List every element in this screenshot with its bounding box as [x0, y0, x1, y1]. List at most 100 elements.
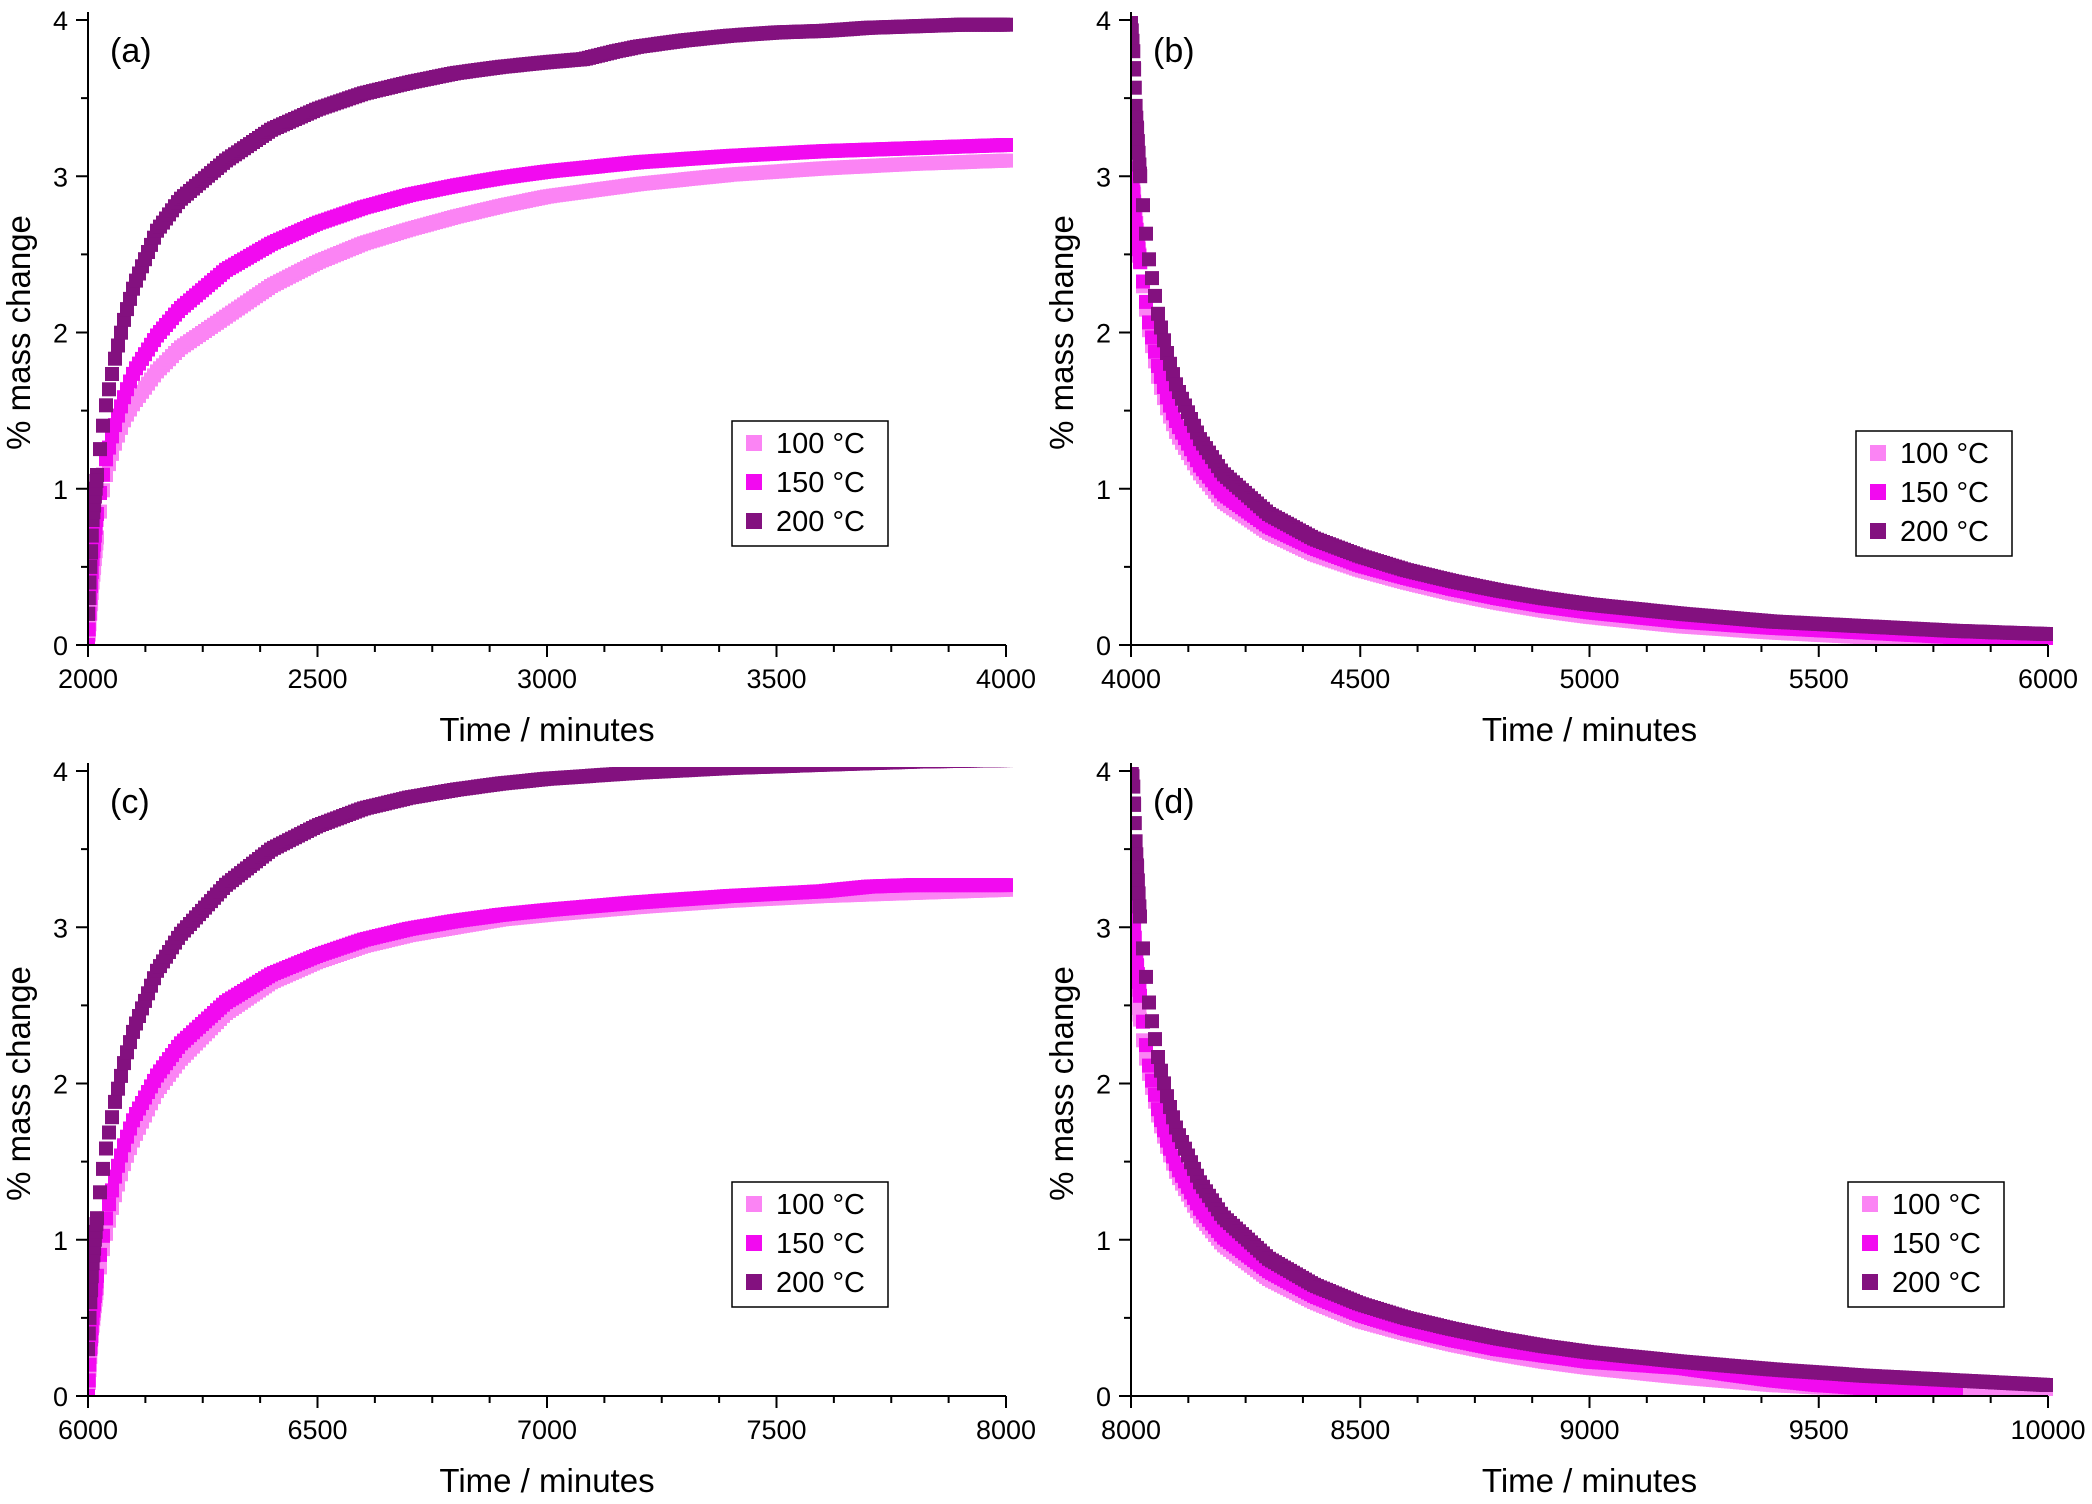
- legend-label: 150 °C: [776, 467, 865, 499]
- legend-swatch: [746, 1235, 762, 1251]
- y-tick-label: 4: [53, 757, 68, 787]
- panel-label: (c): [110, 783, 150, 821]
- data-point: [1131, 769, 1140, 784]
- series-200-c: [88, 17, 1013, 621]
- y-axis-title: % mass change: [1043, 966, 1080, 1201]
- data-point: [108, 351, 122, 366]
- data-point: [975, 767, 989, 768]
- data-point: [108, 1169, 122, 1184]
- y-tick-label: 3: [1096, 913, 1111, 943]
- y-tick-label: 2: [53, 319, 68, 349]
- data-point: [999, 767, 1013, 768]
- data-point: [1131, 134, 1145, 149]
- y-tick-label: 3: [53, 162, 68, 192]
- data-point: [1154, 1063, 1168, 1078]
- data-point: [88, 1282, 99, 1297]
- data-point: [951, 767, 965, 768]
- data-point: [903, 767, 917, 769]
- data-point: [909, 767, 923, 769]
- data-point: [1148, 344, 1162, 359]
- data-point: [1139, 226, 1153, 241]
- data-point: [1160, 346, 1174, 360]
- legend-swatch: [746, 513, 762, 529]
- data-point: [99, 398, 113, 413]
- data-point: [960, 767, 974, 768]
- legend-swatch: [746, 1274, 762, 1290]
- panel-label: (b): [1153, 32, 1195, 70]
- y-tick-label: 4: [1096, 6, 1111, 36]
- data-point: [88, 1326, 96, 1341]
- data-point: [111, 1081, 125, 1096]
- legend-label: 200 °C: [776, 506, 865, 538]
- data-point: [105, 1183, 119, 1198]
- x-tick-label: 4500: [1330, 664, 1390, 694]
- data-point: [930, 767, 944, 769]
- legend-label: 100 °C: [776, 428, 865, 460]
- legend: 100 °C 150 °C 200 °C: [1847, 1181, 2005, 1308]
- data-point: [999, 138, 1013, 152]
- data-point: [957, 767, 971, 768]
- y-tick-label: 1: [1096, 475, 1111, 505]
- y-tick-label: 4: [1096, 757, 1111, 787]
- data-point: [966, 767, 980, 768]
- data-point: [88, 1373, 96, 1388]
- data-point: [999, 17, 1013, 32]
- x-axis-title: Time / minutes: [439, 711, 654, 748]
- data-point: [1124, 748, 1138, 762]
- legend-label: 100 °C: [776, 1189, 865, 1221]
- data-point: [912, 767, 926, 769]
- y-tick-label: 1: [53, 475, 68, 505]
- x-tick-label: 9000: [1559, 1415, 1619, 1445]
- data-point: [1131, 779, 1141, 794]
- x-tick-label: 4000: [976, 664, 1036, 694]
- data-point: [93, 442, 107, 457]
- x-tick-label: 10000: [2010, 1415, 2085, 1445]
- x-tick-label: 3000: [517, 664, 577, 694]
- data-point: [88, 575, 97, 590]
- data-point: [936, 767, 950, 769]
- y-axis-title: % mass change: [1043, 215, 1080, 450]
- data-point: [88, 1389, 95, 1396]
- data-point: [1154, 320, 1168, 335]
- data-point: [906, 767, 920, 769]
- legend-swatch: [746, 1196, 762, 1212]
- data-point: [1136, 941, 1150, 956]
- data-point: [93, 1185, 107, 1200]
- data-point: [96, 418, 110, 433]
- y-tick-label: 0: [1096, 631, 1111, 661]
- data-point: [1131, 930, 1142, 945]
- legend-label: 150 °C: [1900, 477, 1989, 509]
- data-point: [1157, 333, 1171, 348]
- x-tick-label: 8500: [1330, 1415, 1390, 1445]
- y-tick-label: 2: [53, 1070, 68, 1100]
- y-tick-label: 1: [53, 1226, 68, 1256]
- x-tick-label: 8000: [976, 1415, 1036, 1445]
- x-tick-label: 4000: [1101, 664, 1161, 694]
- data-point: [88, 1256, 100, 1271]
- legend-swatch: [1862, 1196, 1878, 1212]
- legend-swatch: [1870, 523, 1886, 539]
- x-axis-title: Time / minutes: [1482, 711, 1697, 748]
- legend-label: 150 °C: [1892, 1228, 1981, 1260]
- data-point: [1131, 98, 1143, 113]
- data-point: [88, 1310, 97, 1325]
- data-point: [114, 325, 128, 340]
- y-tick-label: 3: [1096, 162, 1111, 192]
- data-point: [105, 1110, 119, 1125]
- data-point: [1151, 359, 1165, 373]
- legend: 100 °C 150 °C 200 °C: [731, 1181, 889, 1308]
- data-point: [117, 1056, 131, 1071]
- data-point: [924, 767, 938, 769]
- data-point: [915, 767, 929, 769]
- data-point: [963, 767, 977, 768]
- data-point: [2039, 627, 2053, 641]
- data-point: [1139, 969, 1153, 984]
- legend-label: 150 °C: [776, 1228, 865, 1260]
- data-point: [933, 767, 947, 769]
- x-tick-label: 5000: [1559, 664, 1619, 694]
- x-tick-label: 5500: [1789, 664, 1849, 694]
- data-point: [1151, 1102, 1165, 1117]
- series-200-c: [1124, 748, 2053, 1392]
- y-tick-label: 1: [1096, 1226, 1111, 1256]
